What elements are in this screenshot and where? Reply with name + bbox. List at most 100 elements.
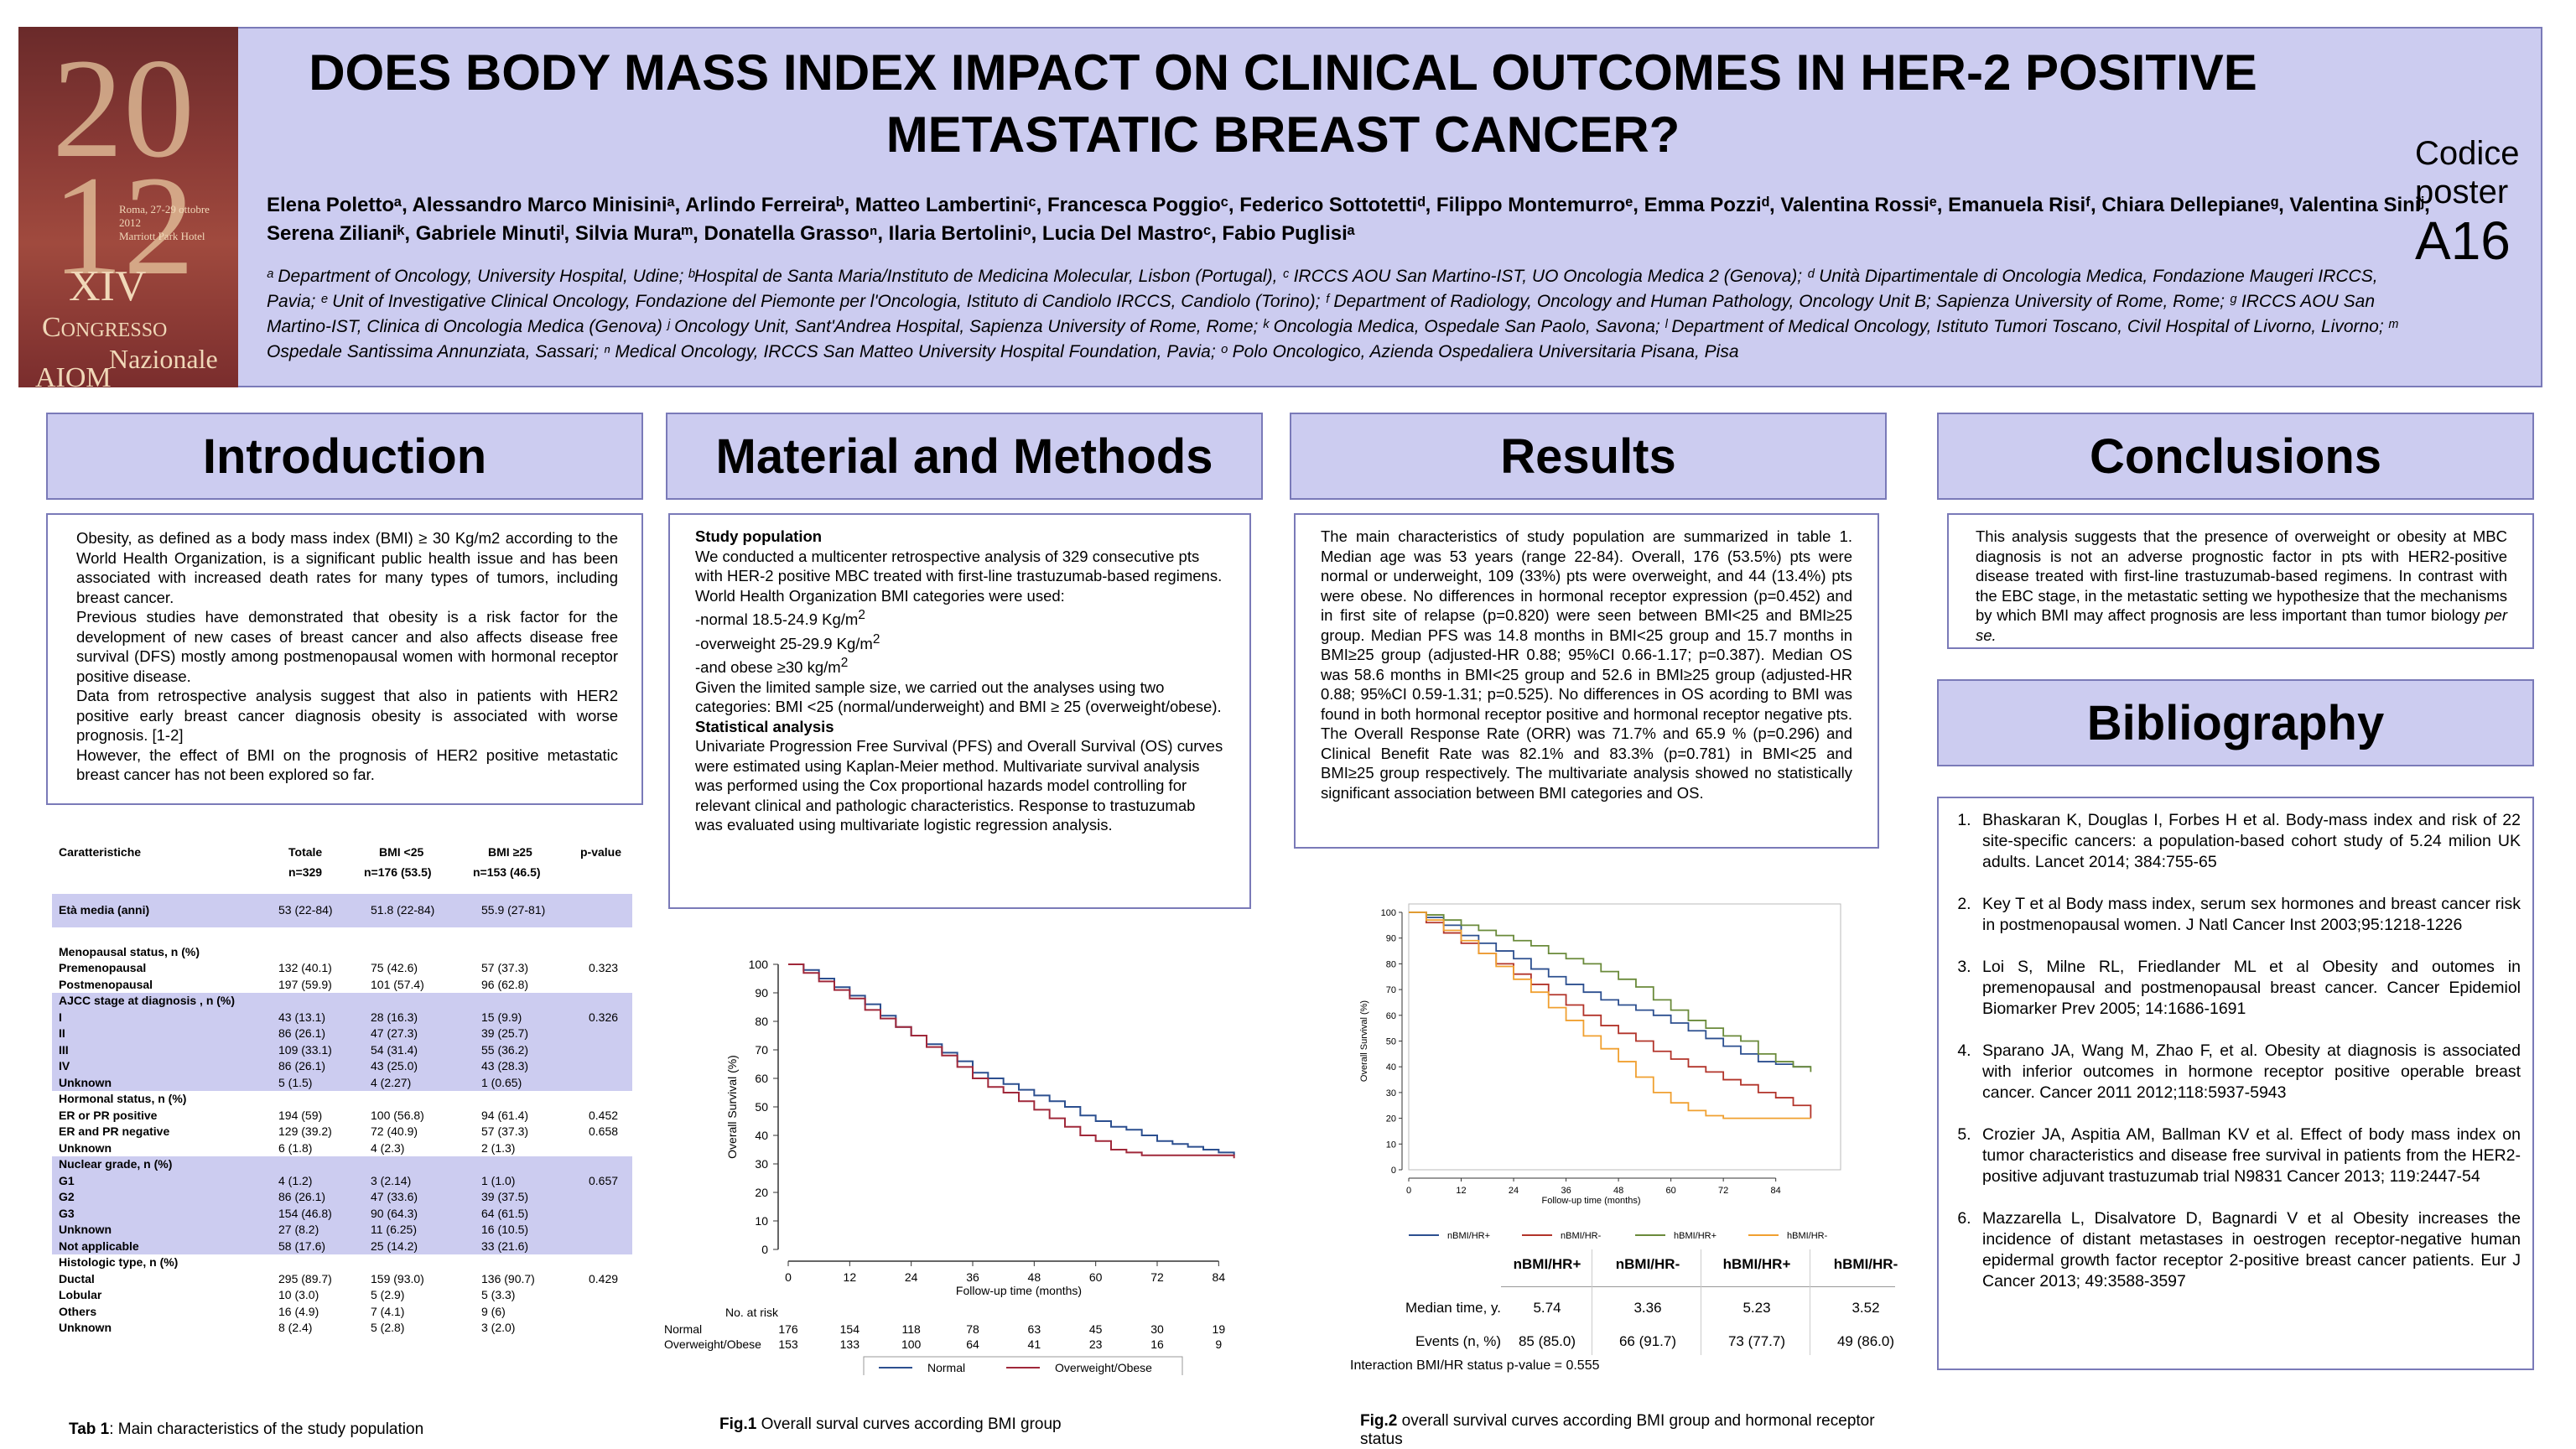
- x-tick-label: 0: [1406, 1186, 1411, 1196]
- bmi-obese-text: -and obese ≥30 kg/m: [695, 658, 841, 677]
- table-cell-hi: 64 (61.5): [481, 1206, 529, 1220]
- y-tick-label: 30: [755, 1157, 768, 1171]
- stats-row-label: Events (n, %): [1415, 1333, 1501, 1349]
- at-risk-value: 154: [840, 1322, 860, 1336]
- conclusions-heading: Conclusions: [1937, 413, 2534, 500]
- table-header: Caratteristiche Totale n=329 BMI <25 n=1…: [52, 839, 632, 894]
- table-cell-lo: 7 (4.1): [371, 1304, 405, 1318]
- col-total: Totale: [288, 845, 323, 859]
- table-cell-tot: 132 (40.1): [278, 961, 332, 974]
- stats-col-header: hBMI/HR+: [1722, 1256, 1791, 1272]
- intro-paragraph-1: Obesity, as defined as a body mass index…: [76, 529, 618, 606]
- table-cell-label: ER or PR positive: [59, 1108, 158, 1122]
- conclusions-text: This analysis suggests that the presence…: [1976, 527, 2507, 624]
- table-cell-label: Lobular: [59, 1288, 102, 1301]
- interaction-pvalue: Interaction BMI/HR status p-value = 0.55…: [1350, 1358, 1600, 1373]
- poster-title: DOES BODY MASS INDEX IMPACT ON CLINICAL …: [309, 44, 2257, 163]
- figure-2-caption-label: Fig.2: [1360, 1412, 1398, 1430]
- table-cell-label: Histologic type, n (%): [59, 1255, 179, 1269]
- y-tick-label: 80: [755, 1015, 768, 1028]
- stats-col-header: nBMI/HR+: [1513, 1256, 1581, 1272]
- bib-item: Crozier JA, Aspitia AM, Ballman KV et al…: [1976, 1124, 2521, 1187]
- table-cell-hi: 55.9 (27-81): [481, 903, 546, 917]
- bibliography-list: Bhaskaran K, Douglas I, Forbes H et al. …: [1939, 798, 2532, 1292]
- stats-row-label: Median time, y.: [1405, 1300, 1501, 1316]
- table-cell-label: Unknown: [59, 1140, 112, 1155]
- poster-code-line1: Codice: [2415, 135, 2520, 172]
- x-tick-label: 84: [1213, 1270, 1226, 1284]
- table-cell-tot: 6 (1.8): [278, 1140, 313, 1155]
- table-cell-label: Unknown: [59, 1075, 112, 1089]
- table-cell-lo: 4 (2.27): [371, 1075, 412, 1089]
- y-tick-label: 40: [1386, 1062, 1396, 1072]
- at-risk-value: 63: [1028, 1322, 1041, 1336]
- table-row: [52, 927, 632, 944]
- logo-roman: XIV: [69, 262, 147, 310]
- table-cell-hi: 2 (1.3): [481, 1140, 516, 1155]
- bmi-category-normal: -normal 18.5-24.9 Kg/m2: [695, 605, 1224, 630]
- y-tick-label: 10: [755, 1214, 768, 1228]
- series-line-nbmi-hrpos: [1409, 911, 1811, 1068]
- figure-1-km-chart: 0 10 20 30 40 50 60 70 80 90 100 0 12 24 36 48 60 72 84 Fol…: [664, 958, 1235, 1375]
- methods-heading: Material and Methods: [666, 413, 1263, 500]
- at-risk-value: 30: [1150, 1322, 1164, 1336]
- x-tick-label: 84: [1771, 1186, 1781, 1196]
- table-row: Postmenopausal 197 (59.9) 101 (57.4) 96 (62…: [52, 977, 632, 994]
- poster-code: Codice poster A16: [2415, 134, 2532, 270]
- table-cell-hi: 16 (10.5): [481, 1223, 529, 1236]
- bmi-obese-sup: 2: [840, 656, 849, 671]
- table-cell-hi: 1 (0.65): [481, 1075, 522, 1089]
- bmi-category-obese: -and obese ≥30 kg/m2: [695, 653, 1224, 678]
- table-cell-lo: 25 (14.2): [371, 1239, 418, 1253]
- bibliography-heading: Bibliography: [1937, 679, 2534, 766]
- table-row: I 43 (13.1) 28 (16.3) 15 (9.9) 0.326: [52, 1009, 632, 1026]
- table-row: Unknown 27 (8.2) 11 (6.25) 16 (10.5): [52, 1222, 632, 1239]
- table-cell-tot: 154 (46.8): [278, 1206, 332, 1220]
- figure-2-stats-table: nBMI/HR+ nBMI/HR-hBMI/HR+ hBMI/HR- Median t…: [1350, 1249, 1903, 1375]
- table-cell-p: 0.452: [589, 1108, 619, 1122]
- table-cell-tot: 27 (8.2): [278, 1223, 319, 1236]
- bib-item: Mazzarella L, Disalvatore D, Bagnardi V …: [1976, 1208, 2521, 1292]
- table-cell-tot: 43 (13.1): [278, 1010, 326, 1024]
- bmi-category-overweight: -overweight 25-29.9 Kg/m2: [695, 630, 1224, 654]
- legend-label-hbmi-hrpos: hBMI/HR+: [1674, 1231, 1716, 1241]
- intro-paragraph-2: Previous studies have demonstrated that …: [76, 608, 618, 685]
- y-tick-label: 100: [749, 958, 769, 971]
- table-cell-hi: 57 (37.3): [481, 1124, 529, 1138]
- table-cell-hi: 136 (90.7): [481, 1271, 535, 1285]
- x-axis-title: Follow-up time (months): [1542, 1196, 1641, 1206]
- table-cell-lo: 47 (27.3): [371, 1026, 418, 1040]
- intro-paragraph-3: Data from retrospective analysis suggest…: [76, 687, 618, 744]
- bmi-normal-sup: 2: [858, 608, 865, 622]
- legend-label-hbmi-hrneg: hBMI/HR-: [1787, 1231, 1828, 1241]
- table-cell-label: Not applicable: [59, 1239, 139, 1253]
- at-risk-value: 16: [1150, 1337, 1164, 1351]
- table-row: Others 16 (4.9) 7 (4.1) 9 (6): [52, 1304, 632, 1321]
- table-1: Caratteristiche Totale n=329 BMI <25 n=1…: [52, 839, 632, 1337]
- logo-org: AIOM: [35, 362, 112, 387]
- table-row: ER and PR negative 129 (39.2) 72 (40.9) 57 …: [52, 1124, 632, 1140]
- x-tick-label: 24: [905, 1270, 918, 1284]
- table-cell-tot: 86 (26.1): [278, 1026, 326, 1040]
- legend-label-nbmi-hrneg: nBMI/HR-: [1561, 1231, 1602, 1241]
- table-cell-tot: 129 (39.2): [278, 1124, 332, 1138]
- logo-year-top: 20: [52, 29, 195, 187]
- table-cell-hi: 43 (28.3): [481, 1059, 529, 1072]
- at-risk-value: 23: [1089, 1337, 1103, 1351]
- table-cell-lo: 90 (64.3): [371, 1206, 418, 1220]
- table-cell-label: G1: [59, 1173, 75, 1187]
- stats-events-value: 85 (85.0): [1518, 1333, 1576, 1349]
- stats-median-value: 3.36: [1633, 1300, 1662, 1316]
- y-tick-label: 0: [1391, 1166, 1396, 1176]
- at-risk-value: 64: [966, 1337, 979, 1351]
- table-cell-hi: 3 (2.0): [481, 1321, 516, 1334]
- x-tick-label: 36: [966, 1270, 979, 1284]
- table-cell-label: Postmenopausal: [59, 977, 153, 991]
- table-cell-hi: 15 (9.9): [481, 1010, 522, 1024]
- table-cell-hi: 39 (37.5): [481, 1190, 529, 1203]
- table-cell-lo: 100 (56.8): [371, 1108, 424, 1122]
- y-tick-label: 90: [755, 986, 768, 1000]
- logo-venue: Marriott Park Hotel: [119, 230, 205, 242]
- col-total-n: n=329: [288, 865, 323, 879]
- table-cell-lo: 11 (6.25): [371, 1223, 417, 1236]
